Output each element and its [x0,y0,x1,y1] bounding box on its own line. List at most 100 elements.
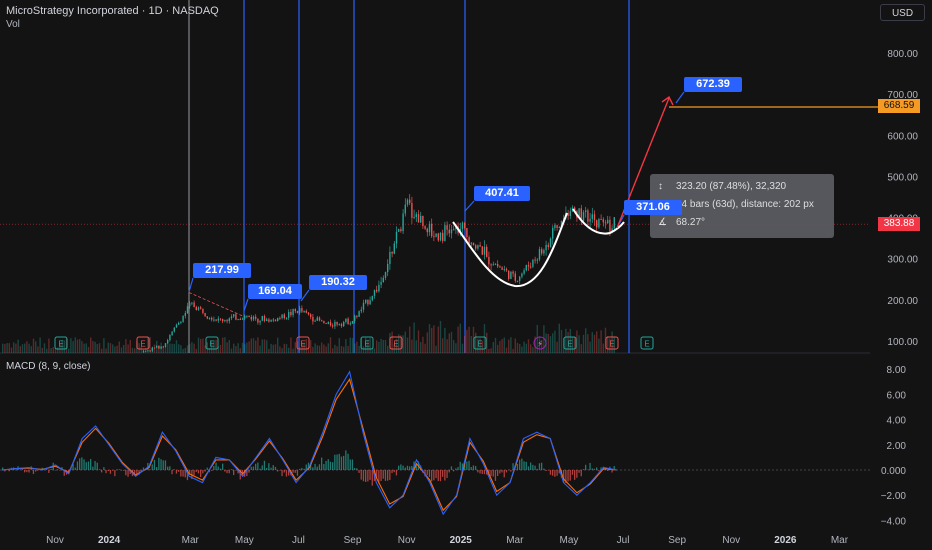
time-axis-tick: May [559,535,578,546]
volume-bar [8,343,10,353]
volume-bar [285,344,288,353]
volume-bar [362,346,365,353]
candle-body [413,217,415,219]
macd-histogram-bar [523,461,525,470]
macd-histogram-bar [61,467,63,470]
macd-histogram-bar [272,465,274,470]
volume-bar [593,334,596,353]
event-marker-letter: E [364,340,369,349]
macd-histogram-bar [578,470,580,473]
event-marker-letter: E [58,340,63,349]
volume-bar [277,337,279,353]
macd-histogram-bar [268,463,270,470]
candle-body [376,289,378,292]
volume-bar [63,340,65,353]
volume-bar [54,348,57,353]
candle-body [358,311,360,317]
candle-body [505,269,508,271]
candle-body [585,210,587,213]
macd-histogram-bar [508,469,510,471]
candle-body [263,316,266,321]
macd-histogram-bar [310,463,312,470]
price-label-371[interactable]: 371.06 [624,200,682,215]
candle-body [200,307,202,309]
price-label-190[interactable]: 190.32 [309,275,367,290]
candle-body [613,217,615,229]
price-label-217[interactable]: 217.99 [193,263,251,278]
macd-histogram-bar [492,470,494,477]
price-label-407[interactable]: 407.41 [474,186,530,201]
earnings-event-marker: E [136,336,150,350]
macd-histogram-bar [547,470,549,471]
volume-bar [356,341,358,353]
candle-body [477,245,479,249]
volume-bar [413,322,415,353]
volume-bar [406,337,409,353]
volume-bar [10,347,13,353]
candle-body [437,233,439,241]
volume-bar [294,342,296,353]
price-label-672[interactable]: 672.39 [684,77,742,92]
volume-bar [186,345,189,353]
candle-body [257,318,259,323]
macd-histogram-bar [536,468,538,470]
candle-body [206,316,208,319]
volume-bar [549,336,552,353]
candle-body [351,321,354,324]
volume-bar [351,337,354,353]
macd-histogram-bar [32,470,35,475]
volume-bar [167,342,169,353]
macd-histogram-bar [512,463,514,470]
macd-histogram-bar [611,470,613,473]
volume-bar [32,338,35,353]
volume-bar [39,337,41,353]
volume-bar [61,339,63,353]
macd-histogram-bar [116,469,118,470]
volume-bar [303,342,305,353]
volume-bar [120,347,123,353]
price-label-169[interactable]: 169.04 [248,284,302,299]
volume-bar [173,343,175,353]
macd-histogram-bar [72,463,74,470]
candle-body [288,311,290,318]
volume-bar [538,336,541,353]
currency-button[interactable]: USD [880,4,925,21]
volume-bar [239,348,241,353]
macd-histogram-bar [57,469,59,470]
macd-histogram-bar [26,470,28,473]
macd-histogram-bar [527,466,530,470]
volume-bar [90,337,92,353]
macd-histogram-bar [325,461,327,470]
candle-body [323,321,325,324]
candle-body [268,319,270,322]
macd-histogram-bar [389,470,391,480]
macd-histogram-bar [470,466,472,470]
volume-bar [415,340,417,353]
event-marker-letter: ⚡ [537,340,543,349]
macd-histogram-bar [173,469,175,470]
candle-body [453,229,455,231]
macd-histogram-bar [270,467,272,470]
macd-histogram-bar [501,470,503,473]
candle-body [162,346,164,348]
volume-bar [417,330,420,353]
candle-body [450,229,453,234]
candle-body [296,311,299,313]
macd-histogram-bar [2,467,4,470]
volume-bar [358,345,360,353]
macd-histogram-bar [19,469,21,470]
candle-body [446,225,448,230]
macd-histogram-bar [85,462,87,470]
volume-bar [371,348,373,353]
volume-bar [125,339,127,353]
candle-body [527,265,530,267]
macd-histogram-bar [574,470,576,480]
candle-body [167,340,169,344]
candle-body [560,220,563,227]
candle-body [393,243,395,254]
macd-histogram-bar [338,453,340,470]
candle-body [519,276,521,281]
candle-body [417,214,420,223]
time-axis-tick: Jul [292,535,305,546]
